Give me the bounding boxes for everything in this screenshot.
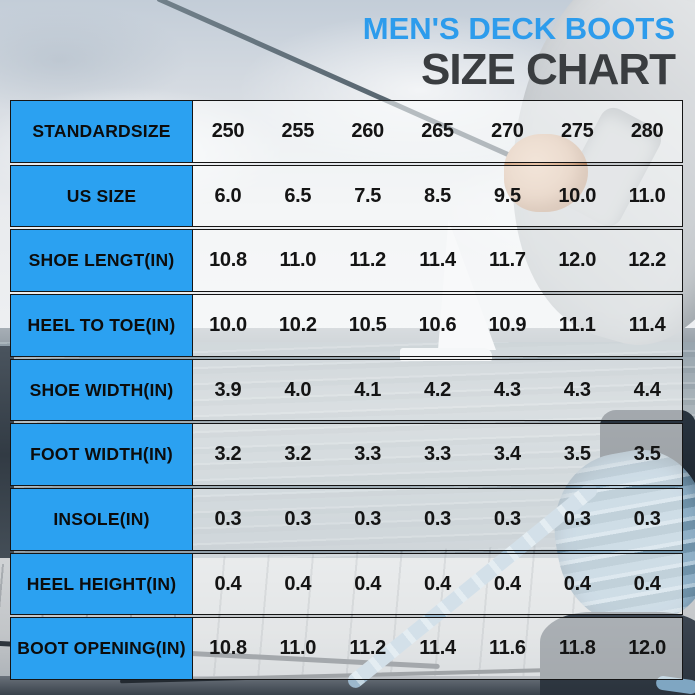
value-cell: 0.3 [493, 507, 521, 530]
value-cell: 11.2 [349, 637, 386, 660]
size-table: STANDARDSIZE 250 255 260 265 270 275 280 US SIZE… [10, 100, 683, 681]
value-cell: 10.0 [558, 184, 597, 207]
value-cell: 10.8 [209, 249, 247, 272]
value-cell: 270 [491, 119, 524, 142]
value-cell: 11.8 [558, 637, 596, 660]
value-cell: 260 [351, 119, 384, 142]
row-label: HEEL TO TOE(IN) [11, 295, 193, 356]
value-cell: 3.2 [284, 443, 312, 466]
value-cell: 10.5 [348, 313, 387, 336]
row-values: 3.9 4.0 4.1 4.2 4.3 4.3 4.4 [193, 360, 682, 421]
row-label: SHOE WIDTH(IN) [11, 359, 193, 421]
value-cell: 3.4 [493, 443, 521, 466]
value-cell: 3.9 [214, 378, 242, 401]
header: MEN'S DECK BOOTS SIZE CHART [255, 0, 676, 94]
table-row: STANDARDSIZE 250 255 260 265 270 275 280 [10, 100, 683, 163]
value-cell: 11.7 [489, 249, 526, 272]
value-cell: 8.5 [424, 184, 451, 207]
value-cell: 265 [421, 119, 454, 142]
value-cell: 10.9 [488, 313, 527, 336]
row-values: 6.0 6.5 7.5 8.5 9.5 10.0 11.0 [193, 166, 682, 227]
value-cell: 11.0 [279, 637, 317, 660]
row-label: FOOT WIDTH(IN) [11, 424, 193, 486]
table-row: HEEL TO TOE(IN) 10.0 10.2 10.5 10.6 10.9 11.1 1… [10, 294, 683, 357]
row-values: 10.8 11.0 11.2 11.4 11.6 11.8 12.0 [193, 618, 682, 679]
value-cell: 250 [211, 119, 245, 142]
value-cell: 4.3 [563, 378, 591, 401]
table-row: FOOT WIDTH(IN) 3.2 3.2 3.3 3.3 3.4 3.5 3.5 [10, 423, 683, 487]
row-values: 0.4 0.4 0.4 0.4 0.4 0.4 0.4 [193, 554, 682, 615]
row-label: INSOLE(IN) [11, 489, 193, 550]
value-cell: 0.4 [214, 572, 242, 595]
value-cell: 9.5 [493, 184, 521, 207]
row-label: US SIZE [11, 165, 193, 227]
value-cell: 6.0 [214, 184, 242, 207]
value-cell: 12.2 [628, 249, 666, 272]
value-cell: 0.4 [493, 572, 521, 595]
value-cell: 4.0 [284, 378, 312, 401]
value-cell: 3.3 [354, 443, 382, 466]
page-title: SIZE CHART [421, 44, 676, 94]
table-row: US SIZE 6.0 6.5 7.5 8.5 9.5 10.0 11.0 [10, 164, 683, 228]
value-cell: 10.8 [209, 637, 247, 660]
table-row: BOOT OPENING(IN) 10.8 11.0 11.2 11.4 11.6 11.8… [10, 617, 683, 681]
value-cell: 4.4 [633, 378, 661, 401]
value-cell: 275 [560, 119, 594, 142]
value-cell: 11.0 [628, 184, 666, 207]
value-cell: 0.3 [424, 507, 451, 530]
value-cell: 4.3 [493, 378, 521, 401]
value-cell: 12.0 [558, 249, 597, 272]
row-label: SHOE LENGT(IN) [11, 230, 193, 292]
value-cell: 3.3 [424, 443, 451, 466]
row-label: STANDARDSIZE [11, 101, 193, 162]
value-cell: 0.4 [563, 572, 591, 595]
value-cell: 0.4 [633, 572, 661, 595]
table-row: SHOE WIDTH(IN) 3.9 4.0 4.1 4.2 4.3 4.3 4.4 [10, 358, 683, 422]
value-cell: 12.0 [628, 637, 666, 660]
value-cell: 0.3 [563, 507, 591, 530]
value-cell: 0.3 [633, 507, 661, 530]
value-cell: 0.4 [424, 572, 451, 595]
title-product: MEN'S DECK BOOTS [362, 11, 675, 46]
value-cell: 11.0 [279, 249, 317, 272]
table-row: SHOE LENGT(IN) 10.8 11.0 11.2 11.4 11.7 12.0 12… [10, 229, 683, 293]
value-cell: 11.6 [489, 637, 526, 660]
value-cell: 4.1 [354, 378, 382, 401]
row-values: 3.2 3.2 3.3 3.3 3.4 3.5 3.5 [193, 424, 682, 485]
row-label: BOOT OPENING(IN) [11, 618, 193, 680]
table-row: INSOLE(IN) 0.3 0.3 0.3 0.3 0.3 0.3 0.3 [10, 488, 683, 551]
value-cell: 0.3 [214, 507, 242, 530]
value-cell: 0.4 [354, 572, 382, 595]
value-cell: 3.5 [563, 443, 591, 466]
value-cell: 6.5 [284, 184, 312, 207]
value-cell: 10.2 [278, 313, 317, 336]
value-cell: 7.5 [354, 184, 382, 207]
value-cell: 10.0 [209, 313, 247, 336]
value-cell: 280 [630, 119, 664, 142]
row-values: 10.8 11.0 11.2 11.4 11.7 12.0 12.2 [193, 230, 682, 291]
row-values: 0.3 0.3 0.3 0.3 0.3 0.3 0.3 [193, 489, 682, 550]
value-cell: 11.1 [558, 313, 596, 336]
value-cell: 0.4 [284, 572, 312, 595]
value-cell: 11.4 [419, 637, 456, 660]
value-cell: 3.5 [633, 443, 661, 466]
value-cell: 255 [281, 119, 315, 142]
value-cell: 10.6 [418, 313, 457, 336]
value-cell: 3.2 [214, 443, 242, 466]
table-row: HEEL HEIGHT(IN) 0.4 0.4 0.4 0.4 0.4 0.4 0.4 [10, 552, 683, 616]
value-cell: 11.4 [419, 249, 456, 272]
value-cell: 11.2 [349, 249, 386, 272]
row-label: HEEL HEIGHT(IN) [11, 553, 193, 615]
value-cell: 0.3 [284, 507, 312, 530]
value-cell: 0.3 [354, 507, 382, 530]
row-values: 10.0 10.2 10.5 10.6 10.9 11.1 11.4 [193, 295, 682, 356]
value-cell: 4.2 [424, 378, 451, 401]
row-values: 250 255 260 265 270 275 280 [193, 101, 682, 162]
value-cell: 11.4 [628, 313, 666, 336]
